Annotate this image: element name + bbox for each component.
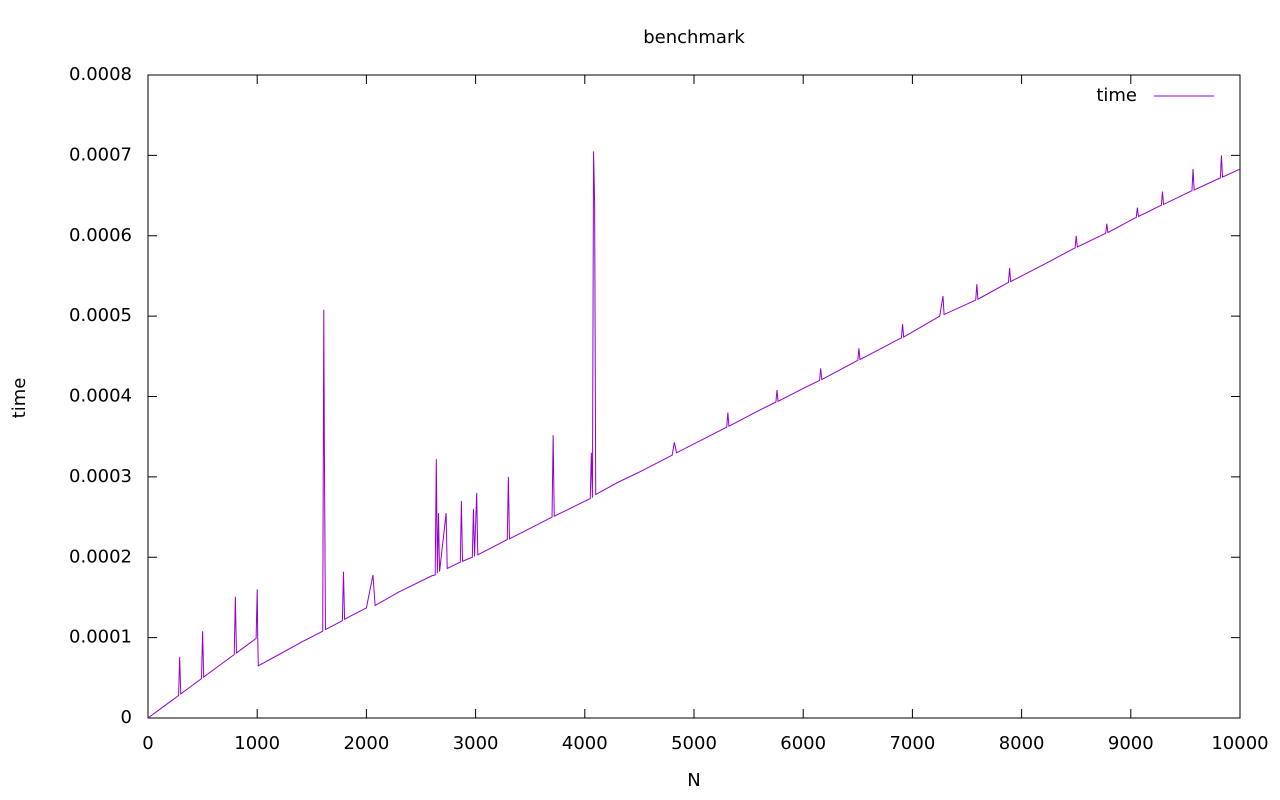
y-tick-label: 0.0008 (69, 64, 132, 85)
x-tick-label: 10000 (1211, 733, 1268, 754)
x-tick-label: 3000 (453, 733, 499, 754)
y-tick-label: 0.0006 (69, 225, 132, 246)
x-tick-label: 1000 (234, 733, 280, 754)
legend-label: time (1096, 85, 1137, 106)
x-axis-label: N (687, 770, 700, 791)
y-axis-label: time (9, 378, 30, 419)
x-tick-label: 8000 (999, 733, 1045, 754)
x-tick-label: 4000 (562, 733, 608, 754)
plot-border (147, 74, 1241, 719)
x-tick-label: 9000 (1108, 733, 1154, 754)
y-tick-label: 0.0005 (69, 305, 132, 326)
y-tick-label: 0.0007 (69, 144, 132, 165)
x-tick-label: 2000 (343, 733, 389, 754)
y-tick-label: 0.0001 (69, 627, 132, 648)
y-tick-label: 0.0002 (69, 546, 132, 567)
y-tick-label: 0 (121, 707, 132, 728)
data-line (147, 151, 1241, 719)
chart-title: benchmark (643, 27, 745, 48)
x-tick-label: 7000 (889, 733, 935, 754)
y-tick-label: 0.0004 (69, 386, 132, 407)
x-tick-label: 5000 (671, 733, 717, 754)
x-tick-label: 6000 (780, 733, 826, 754)
x-tick-label: 0 (142, 733, 153, 754)
y-tick-label: 0.0003 (69, 466, 132, 487)
